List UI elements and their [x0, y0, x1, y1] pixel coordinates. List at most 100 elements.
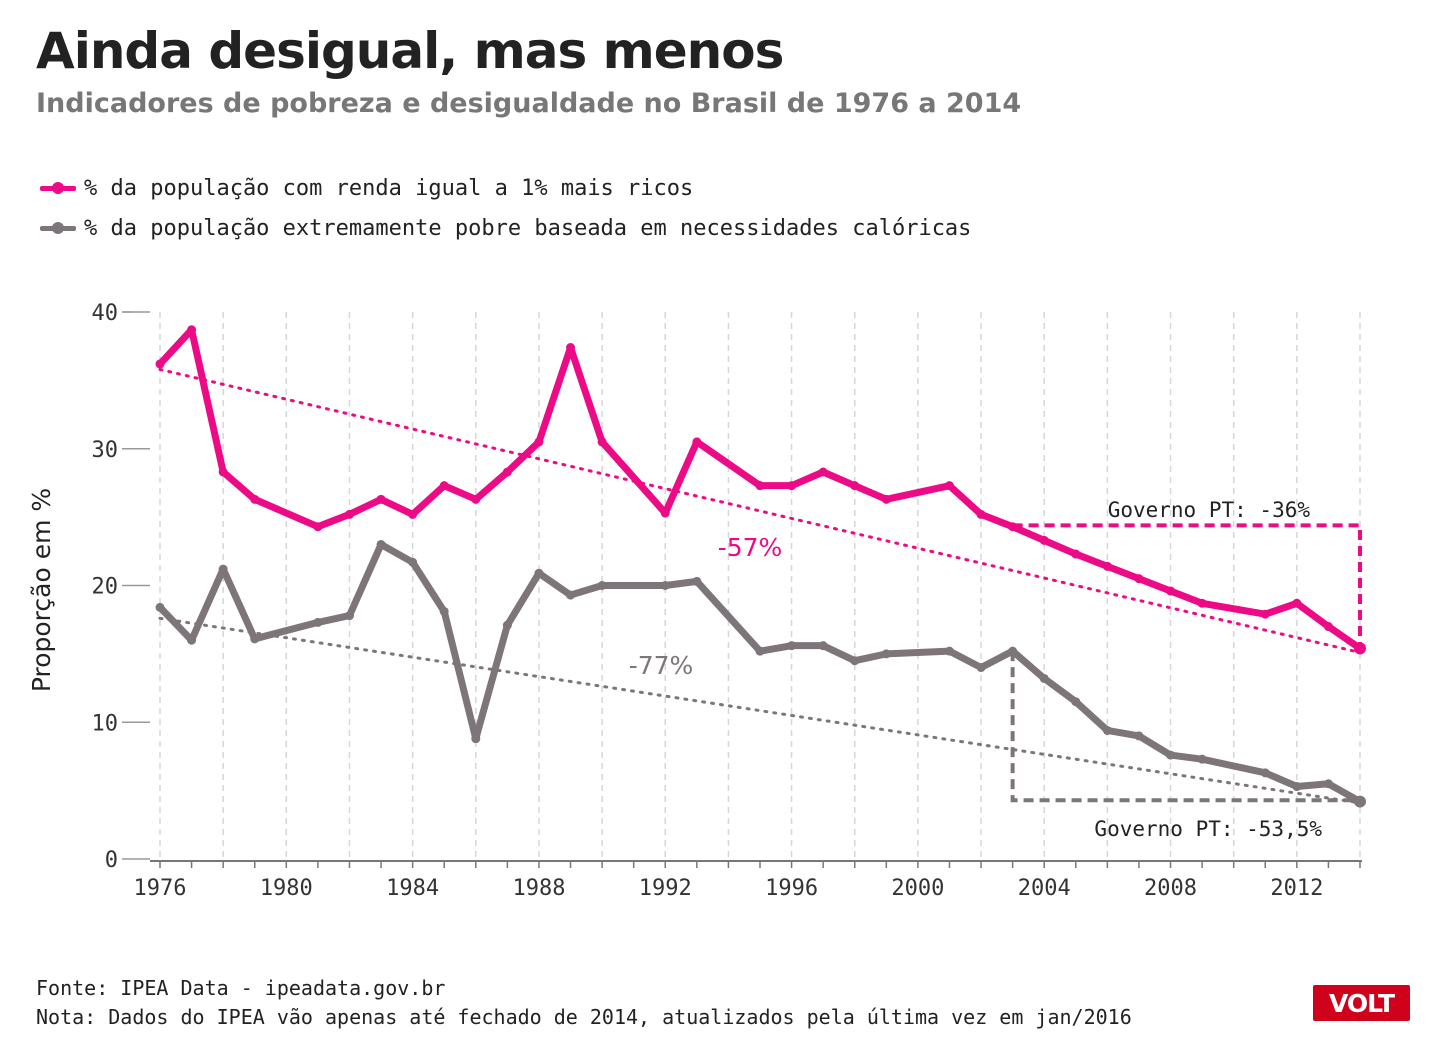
data-point-1-1987	[502, 620, 512, 630]
data-point-0-2001	[944, 481, 954, 491]
data-point-0-2008	[1166, 586, 1176, 596]
legend: % da população com renda igual a 1% mais…	[40, 168, 971, 248]
data-point-0-1985	[439, 481, 449, 491]
x-tick-label-1996: 1996	[765, 876, 818, 901]
pt-box-gray	[1010, 651, 1360, 803]
data-point-0-2004	[1039, 535, 1049, 545]
trend-line-0	[158, 367, 1362, 655]
data-point-1-1976	[155, 602, 165, 612]
legend-item-poor: % da população extremamente pobre basead…	[40, 208, 971, 248]
data-point-0-2006	[1102, 561, 1112, 571]
data-point-1-2013	[1323, 779, 1333, 789]
data-point-1-2012	[1292, 782, 1302, 792]
data-point-1-1981	[313, 617, 323, 627]
data-point-0-2012	[1292, 598, 1302, 608]
x-tick-label-2008: 2008	[1144, 876, 1197, 901]
data-point-0-1986	[471, 494, 481, 504]
data-point-1-2007	[1134, 731, 1144, 741]
x-tick-label-1980: 1980	[260, 876, 313, 901]
pt-label-pink: Governo PT: -36%	[1108, 498, 1311, 522]
data-point-0-1992	[660, 508, 670, 518]
x-tick-label-1984: 1984	[386, 876, 439, 901]
data-point-0-1982	[344, 509, 354, 519]
data-point-0-1978	[218, 467, 228, 477]
data-point-0-1995	[755, 481, 765, 491]
data-point-1-1990	[597, 581, 607, 590]
x-tick-label-2012: 2012	[1270, 876, 1323, 901]
series-line-1	[156, 540, 1364, 806]
x-tick-label-1992: 1992	[639, 876, 692, 901]
data-point-1-1989	[566, 590, 576, 600]
legend-swatch-poor	[40, 216, 76, 240]
x-tick-label-1988: 1988	[512, 876, 565, 901]
data-point-1-2008	[1166, 750, 1176, 760]
source-note: Fonte: IPEA Data - ipeadata.gov.br	[36, 976, 446, 1000]
chart-subtitle: Indicadores de pobreza e desigualdade no…	[36, 88, 1022, 119]
data-point-0-1977	[187, 325, 197, 335]
data-point-0-1998	[850, 481, 860, 491]
legend-swatch-rich	[40, 176, 76, 200]
data-point-1-1997	[818, 641, 828, 651]
data-point-0-1988	[534, 437, 544, 447]
y-tick-label-40: 40	[92, 301, 119, 326]
y-tick-label-30: 30	[92, 438, 119, 463]
chart-title: Ainda desigual, mas menos	[36, 22, 784, 80]
data-point-0-2003	[1008, 522, 1018, 532]
data-point-0-1979	[250, 494, 260, 504]
data-point-0-2002	[976, 509, 986, 519]
legend-label-poor: % da população extremamente pobre basead…	[84, 215, 972, 241]
x-tick-label-2000: 2000	[891, 876, 944, 901]
data-point-0-1996	[787, 481, 797, 491]
data-point-1-1992	[660, 581, 670, 590]
data-point-1-2014	[1354, 795, 1366, 808]
y-tick-label-10: 10	[92, 711, 119, 736]
data-point-0-1993	[692, 437, 702, 447]
data-point-0-1983	[376, 494, 386, 504]
data-point-1-1988	[534, 568, 544, 578]
data-point-1-2004	[1039, 673, 1049, 683]
data-point-1-1999	[881, 649, 891, 659]
data-point-0-1989	[566, 343, 576, 353]
data-point-1-1983	[376, 539, 386, 549]
data-point-1-1985	[439, 606, 449, 616]
data-point-1-1986	[471, 734, 481, 744]
data-point-0-2007	[1134, 574, 1144, 584]
data-point-0-2011	[1260, 609, 1270, 619]
data-point-1-1995	[755, 646, 765, 656]
x-tick-label-2004: 2004	[1018, 876, 1071, 901]
data-point-0-2005	[1071, 549, 1081, 559]
footer: Fonte: IPEA Data - ipeadata.gov.br Nota:…	[36, 974, 1132, 1032]
data-note: Nota: Dados do IPEA vão apenas até fecha…	[36, 1005, 1132, 1029]
data-point-0-1997	[818, 467, 828, 477]
y-tick-label-20: 20	[92, 575, 119, 600]
legend-label-rich: % da população com renda igual a 1% mais…	[84, 175, 694, 201]
data-point-0-1990	[597, 437, 607, 447]
data-point-1-2006	[1102, 725, 1112, 735]
trend-label-pink: -57%	[718, 533, 783, 562]
data-point-0-2009	[1197, 598, 1207, 608]
data-point-1-1984	[408, 557, 418, 567]
data-point-0-2013	[1323, 622, 1333, 632]
data-point-0-2014	[1354, 642, 1366, 655]
data-point-1-2009	[1197, 754, 1207, 764]
volt-logo: VOLT	[1313, 985, 1410, 1021]
data-point-1-1977	[187, 635, 197, 645]
data-point-1-1996	[787, 641, 797, 651]
data-point-1-2001	[944, 646, 954, 656]
series-line-0	[156, 326, 1364, 652]
data-point-1-1978	[218, 564, 228, 574]
data-point-1-1982	[344, 611, 354, 621]
x-tick-label-1976: 1976	[134, 876, 187, 901]
legend-item-rich: % da população com renda igual a 1% mais…	[40, 168, 971, 208]
y-axis-title: Proporção em %	[27, 488, 56, 692]
y-tick-label-0: 0	[105, 848, 118, 873]
pt-box-pink	[1012, 523, 1362, 649]
trend-label-gray: -77%	[629, 651, 694, 680]
data-point-0-1999	[881, 494, 891, 504]
data-point-0-1981	[313, 522, 323, 532]
data-point-1-2002	[976, 663, 986, 673]
data-point-0-1976	[155, 359, 165, 369]
data-point-1-1998	[850, 656, 860, 666]
data-point-1-2005	[1071, 697, 1081, 707]
